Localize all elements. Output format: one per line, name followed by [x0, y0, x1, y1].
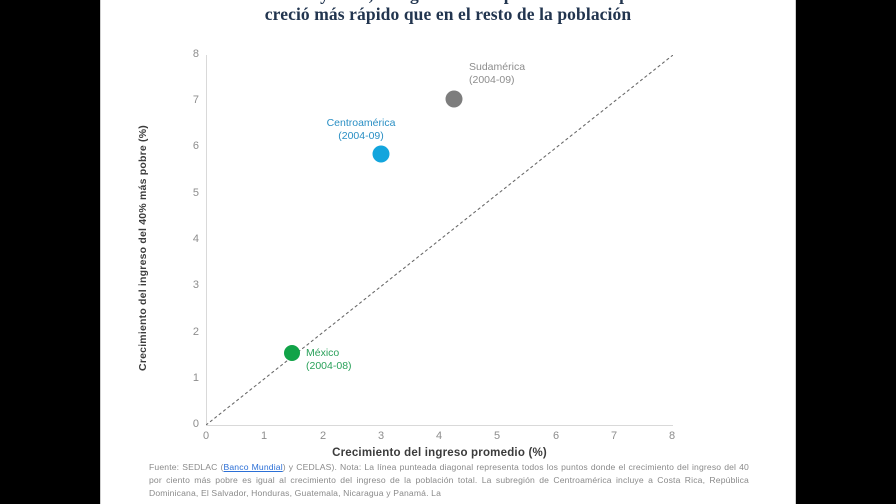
data-label-centroamerica: Centroamérica (2004-09) [306, 117, 416, 143]
y-tick-1: 1 [192, 372, 199, 384]
x-tick-4: 4 [435, 430, 443, 442]
data-label-mexico: México (2004-08) [306, 347, 352, 373]
chart-title-line-2: creció más rápido que en el resto de la … [264, 4, 632, 24]
data-label-sudamerica: Sudamérica (2004-09) [469, 61, 525, 87]
footnote-text-after-link: ) y CEDLAS). Nota: La línea punteada dia… [149, 462, 749, 499]
y-axis-line [206, 55, 207, 426]
x-tick-5: 5 [493, 430, 501, 442]
data-label-centroamerica-name: Centroamérica [326, 117, 396, 129]
data-point-sudamerica[interactable] [445, 90, 463, 108]
data-point-centroamerica[interactable] [372, 145, 390, 163]
data-label-sudamerica-name: Sudamérica [469, 61, 526, 73]
y-tick-6: 6 [192, 140, 199, 152]
y-tick-2: 2 [192, 326, 199, 338]
x-axis-label: Crecimiento del ingreso promedio (%) [332, 447, 547, 459]
x-tick-0: 0 [202, 430, 210, 442]
data-label-mexico-period: (2004-08) [306, 360, 352, 372]
x-tick-2: 2 [319, 430, 327, 442]
y-tick-4: 4 [192, 233, 199, 245]
scatter-plot: 8 7 6 5 4 3 2 1 0 0 1 2 3 4 5 6 7 8 [101, 0, 795, 504]
y-tick-7: 7 [192, 94, 199, 106]
footnote-text-before-link: Fuente: SEDLAC ( [149, 462, 224, 472]
x-tick-7: 7 [610, 430, 618, 442]
x-tick-1: 1 [260, 430, 268, 442]
x-tick-6: 6 [552, 430, 560, 442]
source-footnote: Fuente: SEDLAC (Banco Mundial) y CEDLAS)… [149, 461, 749, 501]
y-tick-8: 8 [192, 48, 199, 60]
chart-title: Entre 2004 y 2009, el ingreso del 40 por… [101, 0, 795, 24]
x-tick-8: 8 [668, 430, 676, 442]
identity-reference-line [206, 55, 673, 425]
y-tick-5: 5 [192, 187, 199, 199]
y-tick-0: 0 [192, 418, 199, 430]
data-label-sudamerica-period: (2004-09) [469, 74, 515, 86]
data-point-mexico[interactable] [284, 345, 300, 361]
data-label-centroamerica-period: (2004-09) [338, 130, 384, 142]
y-axis-label: Crecimiento del ingreso del 40% más pobr… [137, 125, 149, 371]
x-axis-line [206, 425, 673, 426]
document-page: Entre 2004 y 2009, el ingreso del 40 por… [101, 0, 795, 504]
banco-mundial-link[interactable]: Banco Mundial [223, 462, 283, 472]
data-label-mexico-name: México [306, 347, 340, 359]
x-tick-3: 3 [377, 430, 385, 442]
y-tick-3: 3 [192, 279, 199, 291]
chart-title-line-1: Entre 2004 y 2009, el ingreso del 40 por… [101, 0, 795, 4]
